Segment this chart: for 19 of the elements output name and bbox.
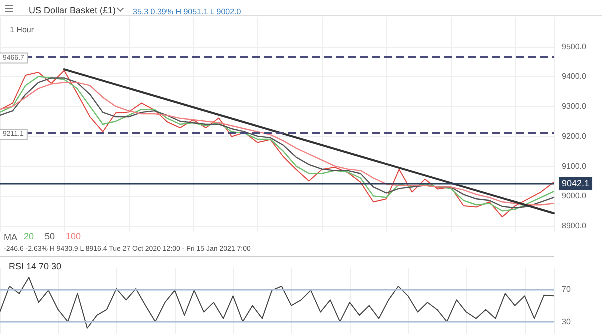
chart-title: RSI 14 70 30 <box>9 262 62 272</box>
y-tick-label: 9200.0 <box>562 132 588 141</box>
chart-title: US Dollar Basket (£1) <box>29 6 116 16</box>
annotation: 1 Hour <box>10 26 34 34</box>
text: 100 <box>66 232 82 242</box>
y-tick-label: 70 <box>562 285 572 294</box>
y-tick-label: 9300.0 <box>562 102 588 112</box>
y-tick-label: 9100.0 <box>562 162 588 171</box>
ref-line-label: 9042.1 <box>562 178 590 189</box>
chart-subtitle: 35.3 0.39% H 9051.1 L 9002.0 <box>133 8 242 16</box>
legend-title: MA <box>4 232 18 242</box>
y-tick-label: 30 <box>562 317 572 326</box>
text: 50 <box>45 232 56 242</box>
y-tick-label: 9500.0 <box>562 42 588 52</box>
line-series <box>0 277 554 329</box>
y-tick-label: 9000.0 <box>562 192 588 201</box>
y-tick-label: 8900.0 <box>562 222 588 231</box>
text: 20 <box>24 232 34 242</box>
y-tick-label: 9400.0 <box>562 72 588 82</box>
